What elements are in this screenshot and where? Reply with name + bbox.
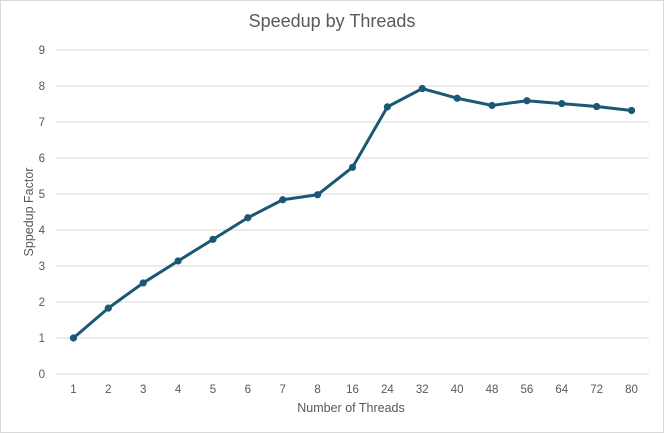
chart-title: Speedup by Threads [248, 11, 416, 31]
x-tick-label: 80 [625, 384, 638, 396]
data-point [244, 214, 252, 222]
x-axis-title: Number of Threads [297, 401, 405, 415]
data-point [627, 106, 636, 115]
data-point [558, 100, 566, 108]
data-point [488, 101, 496, 110]
x-tick-label: 5 [210, 384, 216, 396]
x-tick-label: 24 [381, 384, 394, 396]
y-tick-label: 3 [39, 261, 45, 273]
x-tick-label: 6 [245, 384, 251, 396]
y-axis-title: Sppedup Factor [22, 167, 36, 257]
data-point [174, 257, 182, 265]
data-point [348, 163, 357, 171]
x-tick-label: 7 [280, 384, 286, 396]
data-point [279, 196, 287, 204]
x-tick-label: 3 [140, 384, 146, 396]
data-point [523, 97, 531, 105]
series-line [71, 87, 634, 340]
data-point [593, 102, 601, 111]
x-tick-labels: 1 2 3 4 5 6 7 8 16 24 32 40 48 56 64 72 80 [70, 384, 638, 396]
data-point [209, 235, 217, 243]
x-tick-label: 1 [70, 384, 76, 396]
grid-layer [56, 49, 649, 375]
y-tick-label: 2 [39, 297, 45, 309]
x-tick-label: 2 [105, 384, 111, 396]
data-point [383, 103, 391, 111]
data-point [104, 304, 112, 312]
x-tick-label: 16 [346, 384, 359, 396]
y-tick-labels: 0 1 2 3 4 5 6 7 8 9 [39, 45, 46, 381]
data-point [314, 191, 322, 199]
data-point [418, 84, 426, 93]
y-tick-label: 0 [39, 369, 45, 381]
data-point [69, 334, 78, 342]
y-tick-label: 4 [39, 225, 46, 237]
y-tick-label: 9 [39, 45, 45, 57]
x-tick-label: 8 [314, 384, 320, 396]
x-tick-label: 48 [486, 384, 499, 396]
x-tick-label: 4 [175, 384, 182, 396]
series-layer [69, 84, 636, 342]
x-tick-label: 40 [451, 384, 464, 396]
data-point [453, 94, 461, 102]
y-tick-label: 7 [39, 117, 45, 129]
y-tick-label: 6 [39, 153, 45, 165]
y-tick-label: 8 [39, 81, 45, 93]
y-tick-label: 1 [39, 333, 45, 345]
data-point [139, 279, 147, 287]
x-tick-label: 32 [416, 384, 429, 396]
x-tick-label: 72 [590, 384, 603, 396]
x-tick-label: 64 [555, 384, 568, 396]
y-tick-label: 5 [39, 189, 45, 201]
x-tick-label: 56 [521, 384, 534, 396]
